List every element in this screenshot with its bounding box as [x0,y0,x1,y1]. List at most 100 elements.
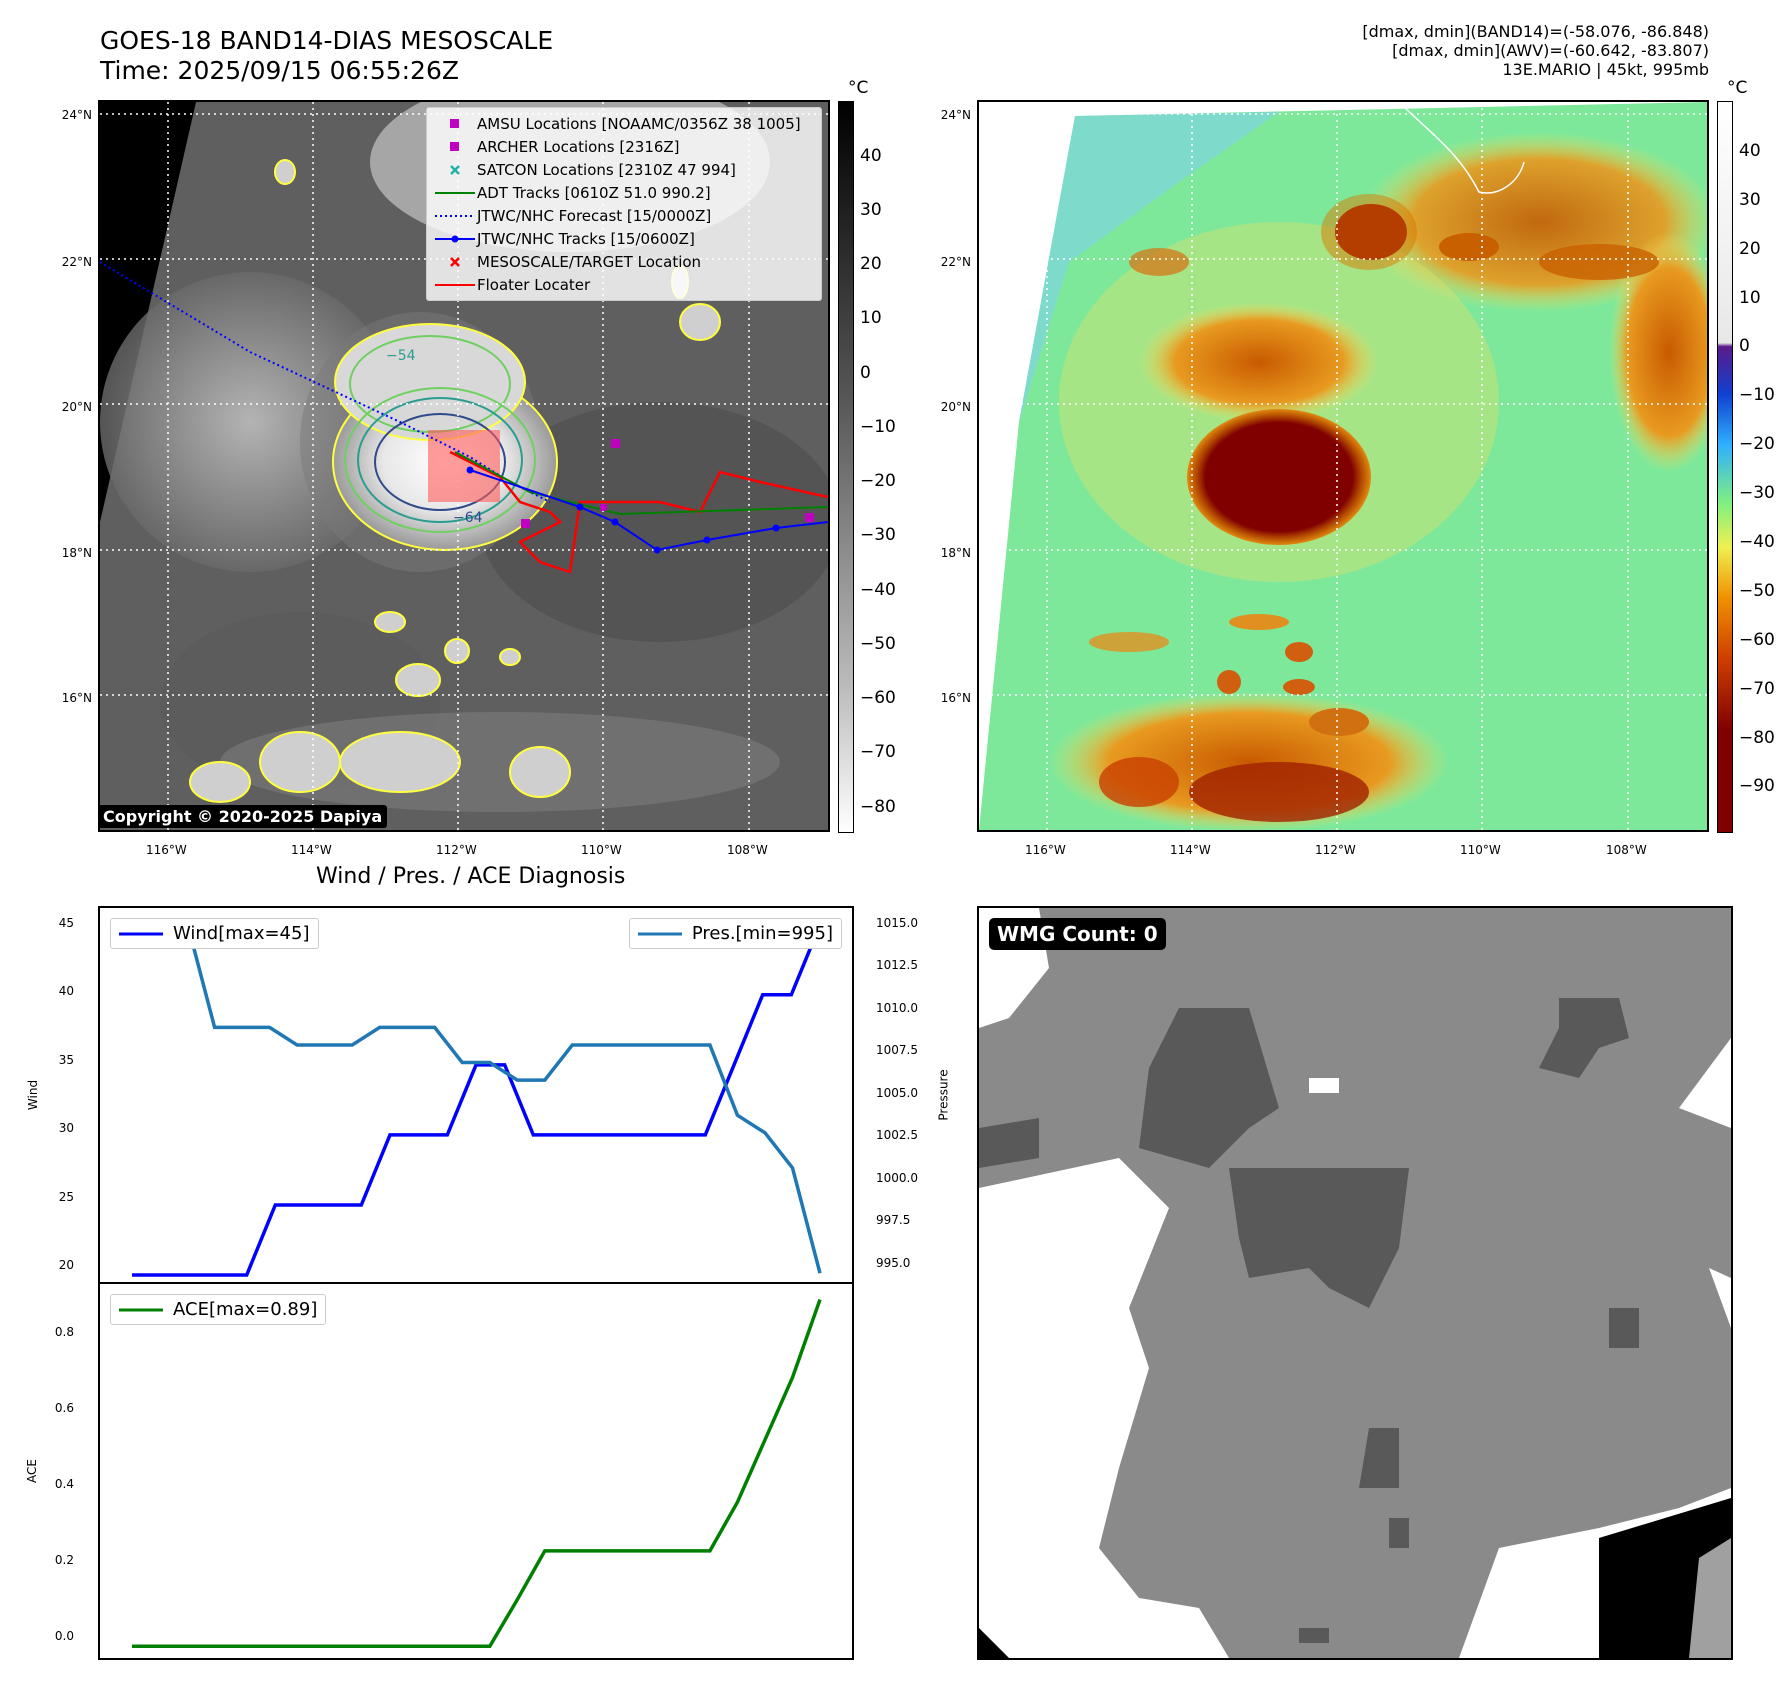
ir-colorbar-tick: −80 [860,797,896,817]
color-colorbar-tick: −80 [1739,728,1775,748]
track-legend: AMSU Locations [NOAAMC/0356Z 38 1005] AR… [426,107,822,301]
wind-legend-label: Wind[max=45] [173,923,310,944]
lon-label: 116°W [1025,843,1066,857]
ace-series-line [132,1299,822,1649]
ir-colorbar-tick: 0 [860,363,871,383]
legend-label: AMSU Locations [NOAAMC/0356Z 38 1005] [477,114,801,133]
color-colorbar-tick: 30 [1739,190,1761,210]
lon-label: 112°W [1315,843,1356,857]
wind-pressure-plot [132,920,822,1277]
pres-tick: 1015.0 [876,916,918,930]
wind-legend-line-icon [119,932,163,935]
legend-row: ARCHER Locations [2316Z] [433,135,815,158]
ace-legend-line-icon [119,1308,163,1311]
legend-label: Floater Locater [477,275,591,294]
ace-axis-label: ACE [24,1459,39,1483]
lat-label: 24°N [61,108,92,122]
color-colorbar-tick: −90 [1739,776,1775,796]
line-marker-icon [433,282,477,288]
lon-label: 114°W [1170,843,1211,857]
legend-row: JTWC/NHC Tracks [15/0600Z] [433,227,815,250]
wind-tick: 45 [58,916,74,930]
legend-label: SATCON Locations [2310Z 47 994] [477,160,736,179]
ace-tick: 0.0 [54,1629,74,1643]
ir-colorbar-tick: −20 [860,471,896,491]
pres-tick: 1000.0 [876,1171,918,1185]
wind-pressure-chart: Wind[max=45] Pres.[min=995] [98,906,854,1284]
ir-colorbar-tick: −70 [860,742,896,762]
color-colorbar [1717,101,1733,833]
diagnosis-title: Wind / Pres. / ACE Diagnosis [316,864,626,889]
ir-colorbar-tick: 30 [860,200,882,220]
lat-label: 22°N [61,255,92,269]
lat-label: 16°N [940,691,971,705]
ir-colorbar-tick: −30 [860,525,896,545]
color-colorbar-tick: −60 [1739,630,1775,650]
dotted-line-icon [433,213,477,219]
lat-label: 20°N [61,400,92,414]
ir-map-image [100,102,828,830]
contour-label: −64 [453,510,483,526]
panel1-title-line1: GOES-18 BAND14-DIAS MESOSCALE [100,26,554,55]
color-colorbar-tick: −70 [1739,679,1775,699]
pres-tick: 1002.5 [876,1128,918,1142]
lat-label: 22°N [940,255,971,269]
legend-label: JTWC/NHC Tracks [15/0600Z] [477,229,695,248]
ir-map: −54 −64 Copyright © 2020-2025 Dapiya [98,100,830,832]
ir-colorbar-tick: 10 [860,308,882,328]
pres-tick: 1012.5 [876,958,918,972]
color-colorbar-tick: −10 [1739,385,1775,405]
ir-colorbar [838,101,854,833]
ace-tick: 0.4 [54,1477,74,1491]
lat-label: 18°N [61,546,92,560]
legend-label: ADT Tracks [0610Z 51.0 990.2] [477,183,711,202]
legend-row: ADT Tracks [0610Z 51.0 990.2] [433,181,815,204]
ir-colorbar-tick: 40 [860,146,882,166]
color-colorbar-tick: −20 [1739,434,1775,454]
legend-row: AMSU Locations [NOAAMC/0356Z 38 1005] [433,112,815,135]
legend-row: JTWC/NHC Forecast [15/0000Z] [433,204,815,227]
ir-colorbar-tick: −50 [860,634,896,654]
lat-label: 16°N [61,691,92,705]
ace-tick: 0.2 [54,1553,74,1567]
wind-tick: 25 [58,1190,74,1204]
line-marker-icon [433,190,477,196]
lat-label: 24°N [940,108,971,122]
ace-tick: 0.6 [54,1401,74,1415]
panel2-info: [dmax, dmin](BAND14)=(-58.076, -86.848) … [1362,22,1709,79]
color-map [977,100,1709,832]
legend-label: JTWC/NHC Forecast [15/0000Z] [477,206,712,225]
legend-label: MESOSCALE/TARGET Location [477,252,702,271]
wind-tick: 30 [58,1121,74,1135]
ace-tick: 0.8 [54,1325,74,1339]
lon-label: 110°W [1460,843,1501,857]
line-dot-icon [433,235,477,243]
ace-chart: ACE[max=0.89] [98,1282,854,1660]
lon-label: 112°W [436,843,477,857]
color-map-image [979,102,1707,830]
pres-axis-label: Pressure [936,1069,951,1121]
wind-tick: 20 [58,1258,74,1272]
pres-tick: 1007.5 [876,1043,918,1057]
pres-tick: 1010.0 [876,1001,918,1015]
color-colorbar-tick: 10 [1739,288,1761,308]
contour-label: −54 [386,348,416,364]
wmg-count-badge: WMG Count: 0 [989,918,1166,950]
color-colorbar-tick: 0 [1739,336,1750,356]
wind-tick: 40 [58,984,74,998]
ir-colorbar-tick: 20 [860,254,882,274]
square-marker-icon [433,118,477,129]
wind-series-line [132,924,822,1277]
legend-row: Floater Locater [433,273,815,296]
x-marker-icon [433,164,477,175]
color-colorbar-unit: °C [1727,78,1748,98]
ace-legend-label: ACE[max=0.89] [173,1299,318,1320]
pres-tick: 997.5 [876,1213,911,1227]
ace-plot [132,1299,822,1649]
ace-legend: ACE[max=0.89] [110,1294,327,1325]
lat-label: 18°N [940,546,971,560]
legend-row: SATCON Locations [2310Z 47 994] [433,158,815,181]
wind-tick: 35 [58,1053,74,1067]
ir-colorbar-tick: −60 [860,688,896,708]
ir-colorbar-unit: °C [848,78,869,98]
